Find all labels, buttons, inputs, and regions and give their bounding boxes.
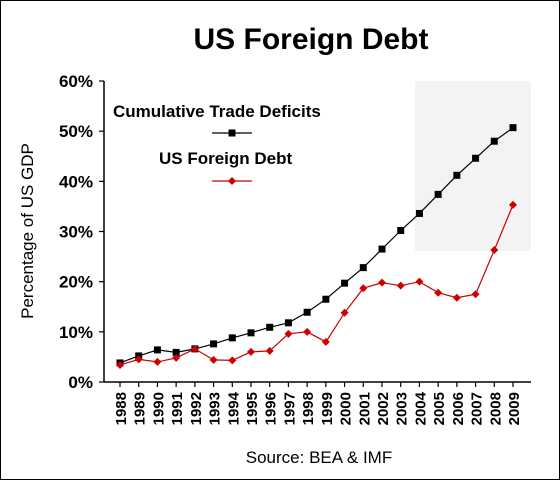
data-point-foreign-debt <box>452 293 461 302</box>
data-point-trade-deficits <box>490 137 498 145</box>
data-point-foreign-debt <box>247 347 255 356</box>
data-point-foreign-debt <box>228 356 237 365</box>
data-point-trade-deficits <box>341 279 349 287</box>
y-tick-label: 60% <box>59 72 93 91</box>
data-point-trade-deficits <box>210 340 218 348</box>
data-point-foreign-debt <box>190 344 199 353</box>
x-tick-label: 1997 <box>281 392 298 425</box>
x-tick-label: 1994 <box>225 391 242 425</box>
x-tick-label: 2006 <box>450 392 467 425</box>
x-tick-label: 1998 <box>300 392 317 425</box>
series-line-1 <box>119 204 514 366</box>
data-point-foreign-debt <box>284 329 293 338</box>
data-point-foreign-debt <box>172 353 181 362</box>
x-tick-label: 1990 <box>150 392 167 425</box>
data-point-trade-deficits <box>303 308 311 316</box>
y-axis-label: Percentage of US GDP <box>18 143 37 319</box>
data-point-foreign-debt <box>265 346 274 355</box>
y-tick-label: 40% <box>59 172 93 191</box>
x-tick-label: 2003 <box>394 392 411 425</box>
x-tick-label: 1993 <box>207 392 224 425</box>
data-point-foreign-debt <box>321 337 330 346</box>
series-line-0 <box>119 127 514 364</box>
legend-marker-cumulative-trade-deficits <box>228 129 236 137</box>
x-tick-label: 2009 <box>506 392 523 425</box>
x-tick-label: 2008 <box>487 392 504 425</box>
data-point-foreign-debt <box>415 277 424 286</box>
x-tick-label: 2002 <box>375 392 392 425</box>
data-point-foreign-debt <box>509 200 517 209</box>
y-tick-label: 50% <box>59 122 93 141</box>
legend-label-cumulative-trade-deficits: Cumulative Trade Deficits <box>113 102 321 121</box>
y-tick-label: 20% <box>59 273 93 292</box>
data-point-foreign-debt <box>471 290 480 299</box>
data-point-trade-deficits <box>228 334 236 342</box>
x-tick-label: 2000 <box>338 392 355 425</box>
data-point-foreign-debt <box>434 288 443 297</box>
data-point-foreign-debt <box>378 278 386 287</box>
data-point-trade-deficits <box>397 226 405 234</box>
chart-title: US Foreign Debt <box>193 23 428 56</box>
data-point-trade-deficits <box>153 346 161 354</box>
x-tick-label: 1995 <box>244 392 261 425</box>
data-point-foreign-debt <box>490 246 499 255</box>
data-point-trade-deficits <box>434 190 442 198</box>
legend-label-us-foreign-debt: US Foreign Debt <box>159 149 293 168</box>
data-point-foreign-debt <box>116 360 124 369</box>
y-tick-label: 10% <box>59 323 93 342</box>
x-tick-label: 2007 <box>469 392 486 425</box>
data-point-trade-deficits <box>472 154 480 162</box>
series-layer <box>116 124 517 369</box>
data-point-foreign-debt <box>359 284 368 293</box>
data-point-trade-deficits <box>284 319 292 327</box>
data-point-trade-deficits <box>453 171 461 179</box>
x-tick-label: 1988 <box>113 392 130 425</box>
legend: Cumulative Trade Deficits US Foreign Deb… <box>113 102 321 185</box>
data-point-foreign-debt <box>209 355 218 364</box>
source-note: Source: BEA & IMF <box>246 448 392 467</box>
x-tick-label: 1996 <box>263 392 280 425</box>
x-tick-label: 1989 <box>132 392 149 425</box>
x-tick-label: 1991 <box>169 392 186 425</box>
data-point-trade-deficits <box>378 245 386 253</box>
data-point-foreign-debt <box>396 281 405 290</box>
y-tick-label: 0% <box>68 373 93 392</box>
data-point-trade-deficits <box>509 124 517 132</box>
x-ticks: 1988 1989 1990 1991 1992 1993 1994 1995 1996 1997… <box>113 382 523 425</box>
data-point-foreign-debt <box>303 327 312 336</box>
data-point-trade-deficits <box>359 264 367 272</box>
data-point-trade-deficits <box>322 295 330 303</box>
data-point-foreign-debt <box>134 355 143 364</box>
data-point-trade-deficits <box>172 348 180 356</box>
x-tick-label: 2001 <box>356 392 373 425</box>
data-point-foreign-debt <box>153 357 162 366</box>
data-point-trade-deficits <box>247 329 255 337</box>
x-tick-label: 2004 <box>412 391 429 425</box>
legend-marker-us-foreign-debt <box>228 177 236 185</box>
x-tick-label: 1999 <box>319 392 336 425</box>
x-tick-label: 1992 <box>188 392 205 425</box>
x-tick-label: 2005 <box>431 392 448 425</box>
data-point-trade-deficits <box>415 209 423 217</box>
y-ticks: 0% 10% 20% 30% 40% 50% 60% <box>59 72 104 392</box>
data-point-foreign-debt <box>340 308 349 317</box>
plot-shade <box>415 81 531 251</box>
y-tick-label: 30% <box>59 223 93 242</box>
data-point-trade-deficits <box>266 323 274 331</box>
